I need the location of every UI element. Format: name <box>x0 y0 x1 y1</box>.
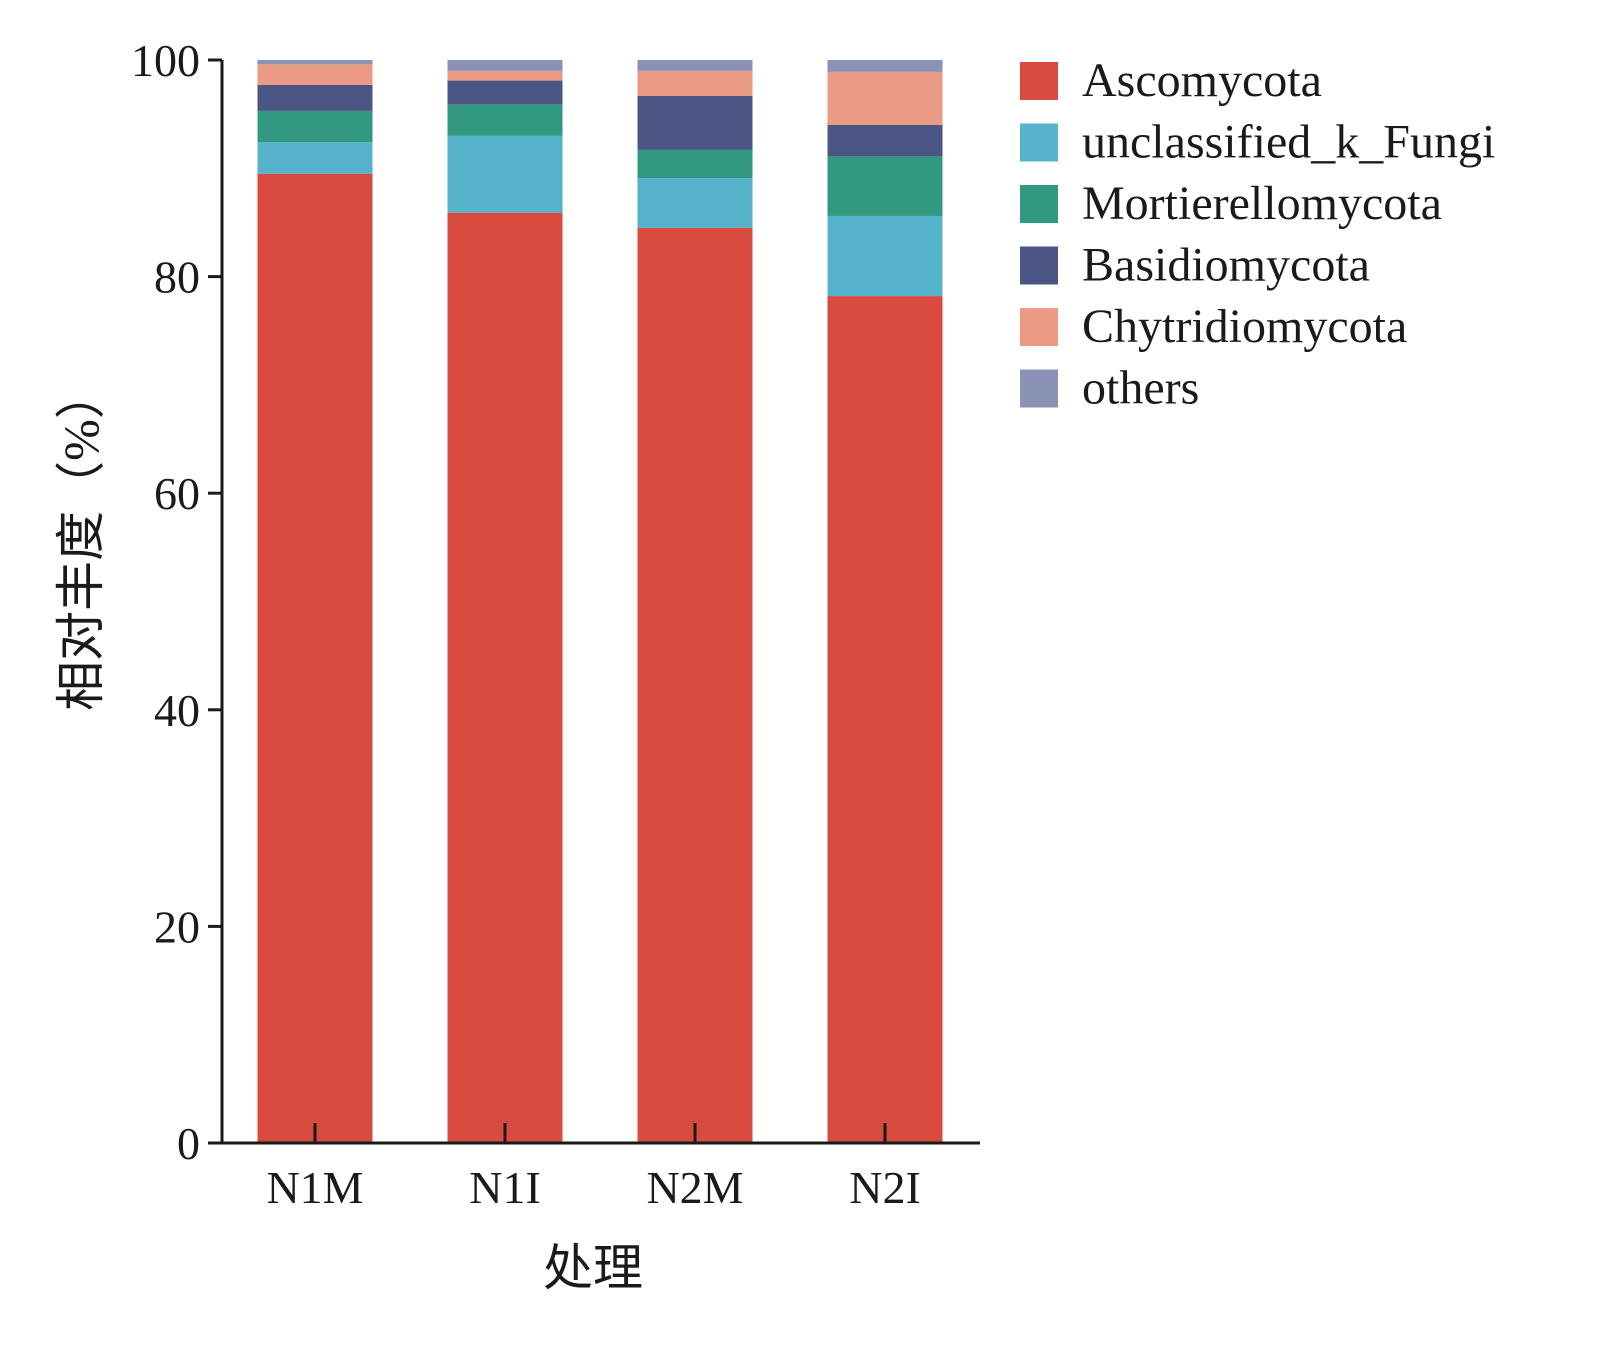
bar-segment-n2i-others <box>827 60 943 72</box>
y-tick-label: 80 <box>154 252 200 303</box>
bar-segment-n2m-basidiomycota <box>637 95 753 150</box>
bar-stack-n1m <box>257 60 373 1144</box>
bar-segment-n1i-ascomycota <box>447 212 563 1143</box>
legend-swatch <box>1020 308 1058 346</box>
bar-segment-n1i-basidiomycota <box>447 80 563 105</box>
legend-label: others <box>1082 362 1199 415</box>
bar-segment-n1m-others <box>257 60 373 65</box>
y-tick-label: 20 <box>154 901 200 952</box>
y-tick-label: 60 <box>154 468 200 519</box>
legend-swatch <box>1020 185 1058 223</box>
x-ticks: N1M N1I N2M N2I <box>266 1123 921 1213</box>
legend-label: unclassified_k_Fungi <box>1082 116 1495 169</box>
legend: Ascomycota unclassified_k_Fungi Mortierell… <box>1020 54 1495 415</box>
bar-segment-n2i-chytridiomycota <box>827 71 943 125</box>
bar-segment-n1i-chytridiomycota <box>447 70 563 81</box>
bar-segment-n2m-unclassified-k-fungi <box>637 178 753 228</box>
x-tick-label-n1m: N1M <box>266 1162 363 1213</box>
bar-segment-n2m-mortierellomycota <box>637 149 753 179</box>
legend-swatch <box>1020 369 1058 408</box>
x-tick-label-n2m: N2M <box>646 1162 743 1213</box>
bar-segment-n2i-mortierellomycota <box>827 156 943 216</box>
bar-segment-n2i-ascomycota <box>827 296 943 1143</box>
x-axis-title: 处理 <box>543 1240 643 1296</box>
bar-segment-n2i-unclassified-k-fungi <box>827 215 943 297</box>
legend-label: Basidiomycota <box>1082 239 1370 292</box>
y-ticks: 0 20 40 60 80 100 <box>131 35 222 1169</box>
axes-layer <box>220 60 980 1145</box>
legend-label: Chytridiomycota <box>1082 300 1407 353</box>
bar-stack-n2m <box>637 60 753 1144</box>
bar-stack-n2i <box>827 60 943 1143</box>
bar-segment-n2m-ascomycota <box>637 227 753 1144</box>
y-tick-label: 40 <box>154 685 200 736</box>
x-tick-label-n2i: N2I <box>849 1162 921 1213</box>
legend-item-ascomycota: Ascomycota <box>1020 54 1322 107</box>
x-tick-label-n1i: N1I <box>469 1162 541 1213</box>
bar-segment-n1m-mortierellomycota <box>257 110 373 143</box>
y-tick-label: 100 <box>131 35 200 86</box>
legend-label: Ascomycota <box>1082 54 1322 107</box>
bar-segment-n1m-basidiomycota <box>257 84 373 111</box>
bar-segment-n2i-basidiomycota <box>827 124 943 157</box>
bar-segment-n1m-unclassified-k-fungi <box>257 142 373 174</box>
legend-item-mortierellomycota: Mortierellomycota <box>1020 177 1442 230</box>
legend-label: Mortierellomycota <box>1082 177 1442 230</box>
legend-item-chytridiomycota: Chytridiomycota <box>1020 300 1407 353</box>
bar-segment-n1i-others <box>447 60 563 71</box>
legend-item-others: others <box>1020 362 1199 415</box>
bar-segment-n1i-unclassified-k-fungi <box>447 135 563 213</box>
bar-stack-n1i <box>447 60 563 1143</box>
legend-swatch <box>1020 62 1058 100</box>
bar-segment-n2m-chytridiomycota <box>637 70 753 96</box>
bar-segment-n2m-others <box>637 60 753 71</box>
legend-swatch <box>1020 246 1058 285</box>
bar-segment-n1i-mortierellomycota <box>447 104 563 136</box>
bars-layer <box>257 60 943 1144</box>
bar-segment-n1m-ascomycota <box>257 173 373 1144</box>
legend-item-unclassified-k-fungi: unclassified_k_Fungi <box>1020 116 1495 169</box>
y-axis-title: 相对丰度（%） <box>53 369 109 711</box>
legend-swatch <box>1020 123 1058 162</box>
legend-item-basidiomycota: Basidiomycota <box>1020 239 1370 292</box>
bar-segment-n1m-chytridiomycota <box>257 64 373 85</box>
y-tick-label: 0 <box>177 1118 200 1169</box>
